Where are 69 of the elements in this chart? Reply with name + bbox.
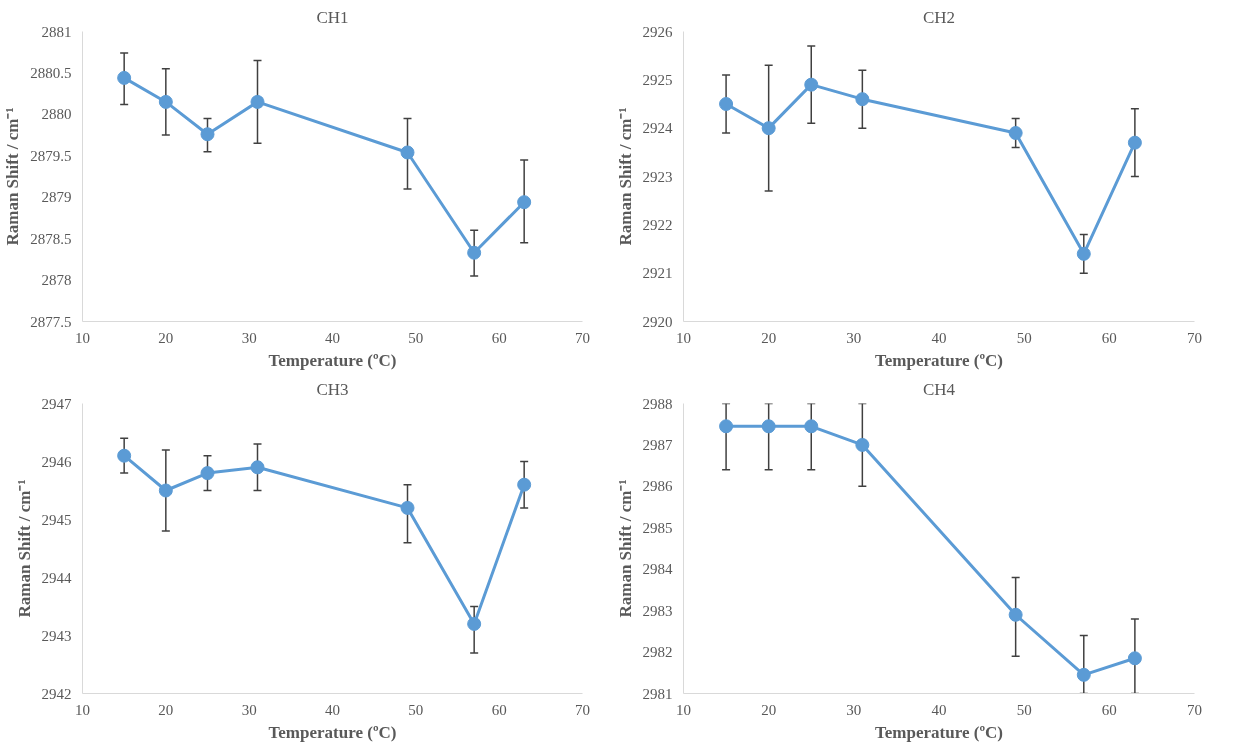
y-tick-label: 2946 — [41, 453, 72, 470]
x-tick-label: 30 — [846, 701, 862, 718]
x-tick-label: 10 — [75, 701, 90, 718]
y-tick-label: 2983 — [642, 602, 673, 619]
x-tick-label: 70 — [575, 329, 590, 346]
y-tick-label: 2945 — [41, 511, 72, 528]
x-tick-label: 40 — [325, 701, 340, 718]
x-tick-label: 50 — [408, 329, 424, 346]
x-tick-label: 40 — [931, 329, 947, 346]
y-tick-label: 2943 — [41, 627, 72, 644]
y-tick-label: 2880.5 — [30, 64, 72, 81]
x-tick-label: 20 — [761, 329, 777, 346]
y-tick-label: 2877.5 — [30, 313, 72, 330]
x-tick-label: 30 — [241, 701, 257, 718]
y-tick-label: 2925 — [642, 71, 673, 88]
x-tick-label: 20 — [158, 701, 174, 718]
x-tick-label: 40 — [931, 701, 947, 718]
x-tick-label: 50 — [1016, 329, 1032, 346]
x-axis-title: Temperature (ºC) — [268, 722, 397, 742]
x-tick-label: 30 — [846, 329, 862, 346]
x-tick-label: 40 — [325, 329, 340, 346]
y-tick-label: 2947 — [41, 395, 72, 412]
x-tick-label: 10 — [676, 329, 691, 346]
x-tick-label: 20 — [158, 329, 174, 346]
x-tick-label: 50 — [408, 701, 424, 718]
y-tick-label: 2987 — [642, 436, 673, 453]
y-tick-label: 2981 — [642, 685, 673, 702]
y-tick-label: 2982 — [642, 644, 673, 661]
chart-title: CH2 — [922, 7, 956, 27]
x-tick-label: 10 — [75, 329, 90, 346]
y-tick-label: 2878.5 — [30, 230, 72, 247]
y-axis-title: Raman Shift / cm⁻¹ — [3, 107, 23, 246]
y-tick-label: 2923 — [642, 168, 673, 185]
y-tick-label: 2921 — [642, 265, 673, 282]
x-axis-title: Temperature (ºC) — [875, 350, 1003, 370]
x-tick-label: 10 — [676, 701, 691, 718]
y-tick-label: 2922 — [642, 216, 673, 233]
x-tick-label: 60 — [1101, 329, 1117, 346]
y-tick-label: 2880 — [41, 106, 72, 123]
y-tick-label: 2879 — [41, 189, 72, 206]
y-tick-label: 2881 — [41, 23, 72, 40]
y-tick-label: 2988 — [642, 395, 673, 412]
y-tick-label: 2985 — [642, 519, 673, 536]
chart-title: CH1 — [316, 7, 349, 27]
x-tick-label: 60 — [491, 329, 507, 346]
chart-title: CH3 — [316, 379, 349, 399]
x-tick-label: 60 — [1101, 701, 1117, 718]
y-tick-label: 2924 — [642, 120, 673, 137]
x-tick-label: 70 — [1187, 701, 1202, 718]
x-axis-title: Temperature (ºC) — [268, 350, 397, 370]
y-tick-label: 2942 — [41, 685, 72, 702]
y-tick-label: 2920 — [642, 313, 673, 330]
x-tick-label: 30 — [241, 329, 257, 346]
y-tick-label: 2926 — [642, 23, 673, 40]
x-tick-label: 50 — [1016, 701, 1032, 718]
y-tick-label: 2986 — [642, 478, 673, 495]
x-tick-label: 20 — [761, 701, 777, 718]
y-axis-title: Raman Shift / cm⁻¹ — [615, 479, 635, 618]
y-tick-label: 2879.5 — [30, 147, 72, 164]
x-tick-label: 70 — [1187, 329, 1202, 346]
x-tick-label: 70 — [575, 701, 590, 718]
y-tick-label: 2944 — [41, 569, 72, 586]
y-axis-title: Raman Shift / cm⁻¹ — [14, 479, 34, 618]
chart-title: CH4 — [922, 379, 956, 399]
y-tick-label: 2984 — [642, 561, 673, 578]
x-axis-title: Temperature (ºC) — [875, 722, 1003, 742]
y-axis-title: Raman Shift / cm⁻¹ — [615, 107, 635, 246]
x-tick-label: 60 — [491, 701, 507, 718]
y-tick-label: 2878 — [41, 272, 72, 289]
